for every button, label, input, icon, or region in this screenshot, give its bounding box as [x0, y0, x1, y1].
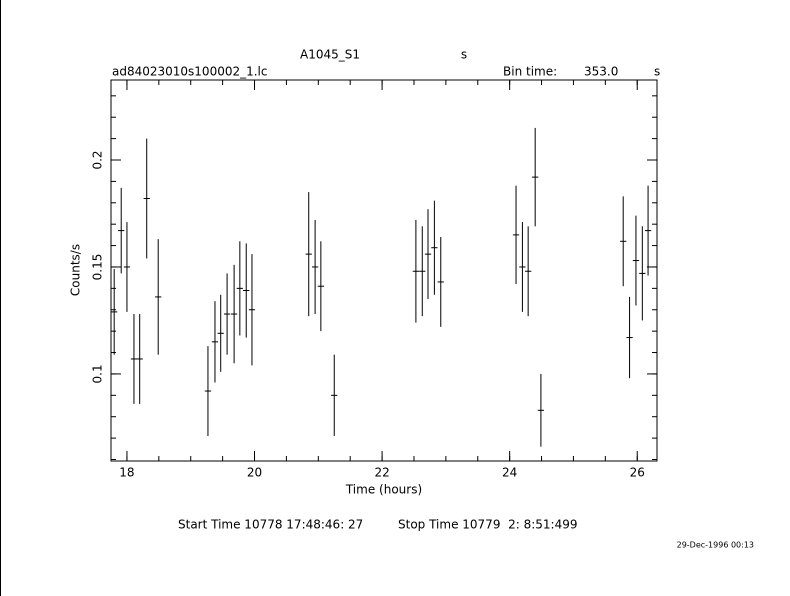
- title-unit: s: [461, 48, 467, 62]
- x-tick-label: 24: [502, 466, 517, 480]
- y-tick-label: 0.2: [91, 150, 105, 169]
- bin-value: 353.0: [584, 65, 618, 79]
- y-tick-label: 0.1: [91, 364, 105, 383]
- y-tick-label: 0.15: [91, 254, 105, 281]
- file-name: ad84023010s100002_1.lc: [112, 65, 268, 79]
- plot-frame: [110, 79, 658, 462]
- x-axis-label: Time (hours): [345, 483, 422, 497]
- x-tick-label: 26: [630, 466, 645, 480]
- stop-time: Stop Time 10779 2: 8:51:499: [398, 518, 577, 532]
- bin-unit: s: [654, 65, 660, 79]
- bin-label: Bin time:: [503, 65, 557, 79]
- start-time: Start Time 10778 17:48:46: 27: [178, 518, 363, 532]
- x-tick-label: 22: [374, 466, 389, 480]
- date-stamp: 29-Dec-1996 00:13: [677, 541, 754, 550]
- x-tick-label: 18: [119, 466, 134, 480]
- x-tick-label: 20: [247, 466, 262, 480]
- y-axis-label: Counts/s: [69, 244, 83, 296]
- chart-title: A1045_S1: [300, 48, 360, 62]
